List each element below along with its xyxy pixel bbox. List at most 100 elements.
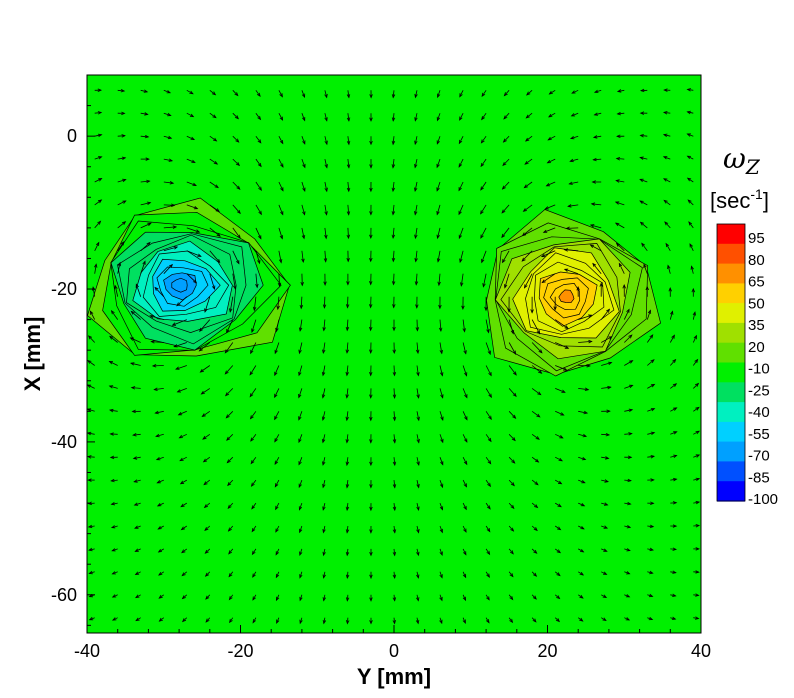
- velocity-vector-head: [250, 460, 255, 465]
- velocity-vector-head: [608, 336, 613, 340]
- velocity-vector-head: [180, 526, 186, 531]
- velocity-vector-head: [369, 117, 373, 122]
- velocity-vector-head: [322, 597, 327, 602]
- velocity-vector: [546, 181, 556, 187]
- velocity-vector: [278, 273, 280, 287]
- velocity-vector: [504, 273, 510, 288]
- colorbar-swatch: [717, 441, 745, 462]
- velocity-vector: [87, 456, 95, 458]
- velocity-vector-head: [202, 458, 208, 463]
- velocity-vector-head: [302, 140, 306, 145]
- velocity-vector-head: [648, 593, 654, 598]
- velocity-vector-head: [614, 201, 620, 205]
- velocity-vector: [94, 264, 97, 274]
- velocity-vector-head: [650, 431, 656, 436]
- contour-layer: [87, 197, 661, 377]
- velocity-vector-head: [189, 113, 195, 118]
- velocity-vector: [163, 226, 177, 229]
- velocity-vector-head: [414, 281, 419, 286]
- velocity-vector: [209, 112, 217, 119]
- velocity-vector: [94, 178, 102, 183]
- velocity-vector: [640, 157, 648, 160]
- velocity-vector-head: [586, 364, 591, 368]
- velocity-vector-head: [562, 367, 568, 371]
- velocity-vector: [508, 479, 515, 486]
- velocity-vector: [571, 89, 579, 94]
- velocity-vector-head: [251, 550, 256, 556]
- velocity-vector-head: [257, 259, 261, 265]
- velocity-vector: [521, 250, 533, 262]
- velocity-vector-head: [603, 548, 608, 552]
- velocity-vector-head: [626, 524, 632, 529]
- colorbar-swatch: [717, 322, 745, 344]
- velocity-vector-head: [643, 263, 647, 269]
- velocity-vector-head: [392, 416, 397, 422]
- velocity-vector: [163, 112, 171, 116]
- velocity-vector-head: [671, 334, 675, 339]
- velocity-vector-head: [110, 501, 116, 506]
- velocity-vector-head: [302, 116, 306, 122]
- velocity-vector-head: [458, 234, 462, 240]
- velocity-vector-head: [199, 327, 204, 332]
- velocity-vector: [251, 479, 257, 487]
- velocity-vector: [693, 430, 700, 435]
- velocity-vector: [643, 264, 648, 274]
- velocity-vector: [347, 181, 350, 192]
- velocity-vector: [647, 408, 655, 412]
- velocity-vector: [393, 571, 396, 579]
- velocity-vector: [249, 365, 257, 376]
- velocity-vector-head: [415, 619, 420, 625]
- velocity-vector: [298, 457, 303, 465]
- velocity-vector: [324, 136, 328, 145]
- velocity-vector-head: [369, 187, 373, 193]
- velocity-vector-head: [673, 431, 678, 435]
- velocity-vector-head: [369, 234, 373, 240]
- colorbar-swatches: [716, 223, 746, 502]
- velocity-vector-head: [279, 235, 283, 240]
- velocity-vector-head: [436, 116, 441, 122]
- velocity-vector-head: [436, 258, 441, 263]
- velocity-vector: [508, 525, 514, 532]
- velocity-vector-head: [440, 416, 444, 421]
- velocity-vector-head: [211, 91, 217, 96]
- velocity-vector-head: [274, 415, 278, 421]
- velocity-vector-head: [480, 210, 484, 215]
- velocity-vector: [393, 388, 395, 398]
- velocity-vector: [250, 342, 257, 354]
- velocity-vector: [415, 250, 418, 262]
- velocity-vector: [578, 502, 585, 507]
- velocity-vector-head: [228, 573, 233, 578]
- velocity-vector-head: [346, 258, 350, 263]
- velocity-vector-head: [251, 505, 256, 510]
- velocity-vector: [439, 365, 443, 376]
- velocity-vector: [301, 90, 305, 98]
- velocity-vector: [346, 457, 349, 466]
- velocity-vector-head: [416, 574, 420, 579]
- velocity-vector: [459, 113, 464, 121]
- velocity-vector: [415, 227, 418, 239]
- velocity-vector: [232, 112, 239, 119]
- velocity-vector-head: [650, 478, 655, 482]
- velocity-vector: [346, 411, 349, 421]
- velocity-vector: [227, 502, 234, 509]
- velocity-vector: [693, 407, 700, 412]
- velocity-vector-head: [464, 394, 468, 399]
- velocity-vector: [232, 181, 241, 190]
- velocity-vector: [181, 525, 188, 531]
- velocity-vector: [393, 480, 396, 488]
- velocity-vector: [347, 136, 350, 145]
- velocity-vector-head: [662, 133, 668, 138]
- colorbar-legend: ωZ [sec-1] 95 80 65 50 35 20 -10 -25 -40 -55 -70 -8…: [710, 142, 778, 508]
- velocity-vector-head: [509, 618, 514, 624]
- velocity-vector: [131, 387, 141, 389]
- velocity-vector-head: [252, 596, 256, 601]
- velocity-vector-head: [639, 178, 644, 183]
- velocity-vector-head: [172, 225, 178, 229]
- velocity-vector: [209, 158, 218, 165]
- velocity-vector-head: [481, 258, 485, 264]
- velocity-vector: [416, 571, 419, 578]
- velocity-vector-head: [214, 184, 219, 189]
- velocity-vector: [180, 502, 188, 508]
- velocity-vector: [393, 457, 396, 466]
- velocity-vector-head: [134, 571, 140, 575]
